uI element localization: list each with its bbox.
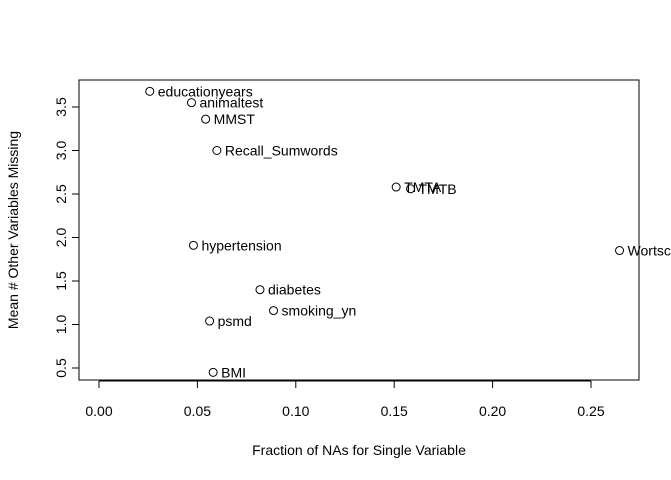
y-tick-label: 2.5 (53, 184, 69, 204)
point-label: diabetes (268, 282, 321, 298)
data-point (186, 98, 196, 108)
data-point (205, 316, 215, 326)
point-label: MMST (214, 111, 256, 127)
point-label: Wortschatz (628, 243, 671, 259)
x-axis-title: Fraction of NAs for Single Variable (252, 442, 466, 458)
y-axis-title: Mean # Other Variables Missing (5, 131, 21, 329)
data-point (269, 306, 279, 316)
x-tick-label: 0.10 (282, 403, 309, 419)
y-tick-label: 0.5 (53, 358, 69, 378)
data-point (208, 367, 218, 377)
y-axis-ticks: 0.5 1.0 1.5 2.0 2.5 3.0 3.5 (53, 97, 79, 378)
y-tick-label: 2.0 (53, 228, 69, 248)
data-point (188, 240, 198, 250)
point-label: animaltest (199, 95, 263, 111)
data-point (212, 146, 222, 155)
point-label: Recall_Sumwords (225, 143, 338, 159)
x-tick-label: 0.00 (85, 403, 112, 419)
x-tick-label: 0.05 (184, 403, 211, 419)
x-tick-label: 0.25 (577, 403, 604, 419)
y-tick-label: 3.5 (53, 97, 69, 117)
data-point (145, 86, 155, 96)
x-tick-label: 0.15 (381, 403, 408, 419)
y-tick-label: 1.0 (53, 315, 69, 335)
data-point (201, 114, 211, 124)
point-label: TMTB (419, 181, 457, 197)
y-tick-label: 1.5 (53, 271, 69, 291)
plot-frame (78, 79, 640, 381)
data-point (391, 182, 401, 192)
point-label: psmd (218, 313, 252, 329)
data-point (255, 285, 265, 295)
point-label: hypertension (201, 237, 281, 253)
point-label: smoking_yn (282, 303, 357, 319)
data-point (406, 184, 416, 194)
y-tick-label: 3.0 (53, 141, 69, 161)
point-label: educationyears (158, 83, 253, 99)
x-axis-ticks: 0.00 0.05 0.10 0.15 0.20 0.25 (85, 381, 605, 419)
point-label: BMI (221, 364, 246, 380)
x-tick-label: 0.20 (479, 403, 506, 419)
data-point (615, 246, 625, 256)
